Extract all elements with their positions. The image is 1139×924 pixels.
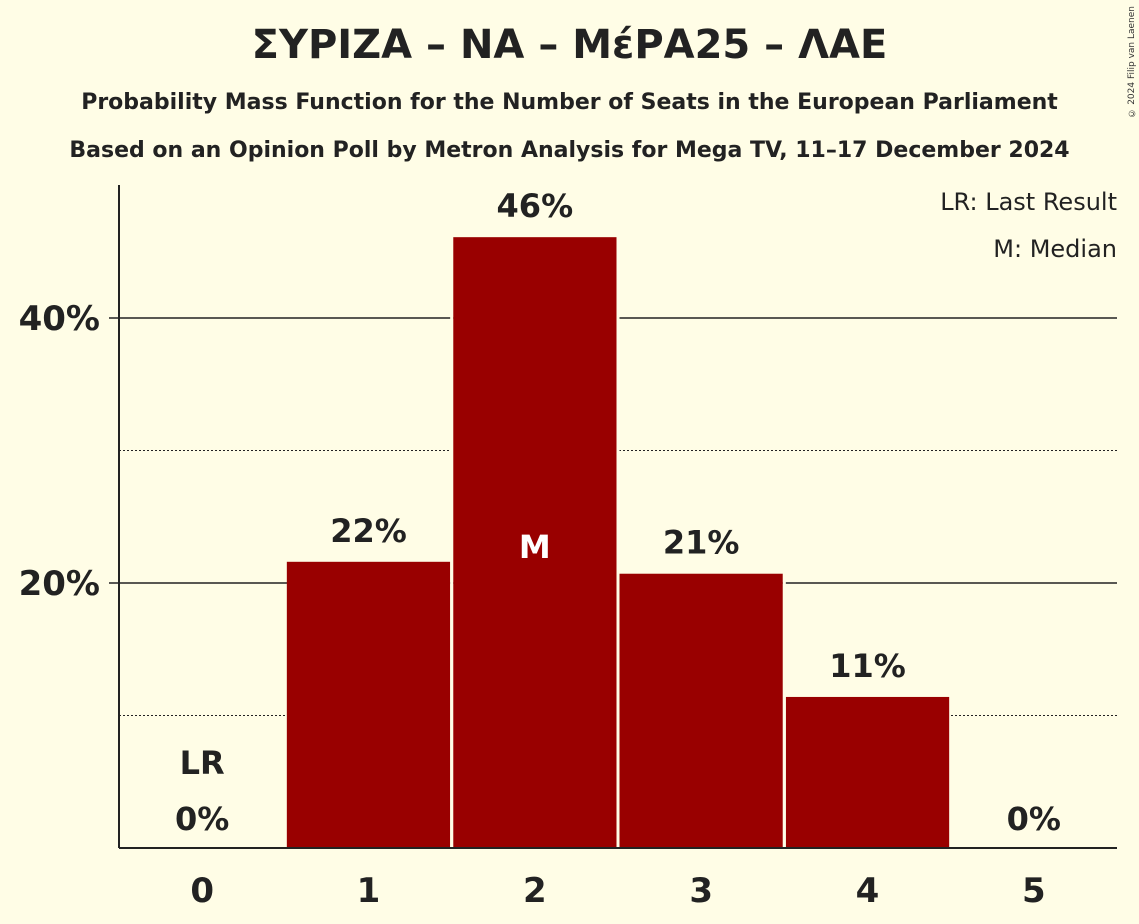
bar-value-label: 11% (829, 647, 906, 685)
x-tick-label: 4 (856, 871, 880, 911)
x-tick-label: 1 (357, 871, 381, 911)
legend-median: M: Median (993, 235, 1117, 263)
x-tick-label: 3 (689, 871, 713, 911)
y-tick-label: 40% (19, 299, 100, 339)
legend-last-result: LR: Last Result (940, 188, 1117, 216)
bar-value-label: 21% (663, 524, 740, 562)
bar-value-label: 0% (175, 800, 229, 838)
chart-title: ΣΥΡΙΖΑ – ΝΑ – ΜέΡΑ25 – ΛΑΕ (251, 22, 888, 68)
x-tick-label: 5 (1022, 871, 1046, 911)
bar-gap (450, 237, 454, 849)
axes (118, 185, 1117, 849)
chart-source: Based on an Opinion Poll by Metron Analy… (69, 138, 1070, 163)
bar-gap (616, 237, 620, 849)
bar-seats-3 (619, 573, 783, 848)
bar-seats-2 (453, 237, 617, 849)
bar-value-label: 0% (1007, 800, 1061, 838)
bar-value-label: 22% (330, 512, 407, 550)
chart-subtitle: Probability Mass Function for the Number… (81, 90, 1058, 115)
last-result-marker: LR (180, 744, 225, 782)
median-marker: M (519, 528, 551, 566)
x-tick-label: 0 (190, 871, 214, 911)
x-tick-label: 2 (523, 871, 547, 911)
y-tick-label: 20% (19, 564, 100, 604)
bar-seats-1 (286, 561, 451, 848)
bar-value-label: 46% (497, 187, 574, 225)
bar-gap (782, 573, 786, 848)
bars (286, 237, 950, 849)
bar-seats-4 (785, 696, 950, 848)
